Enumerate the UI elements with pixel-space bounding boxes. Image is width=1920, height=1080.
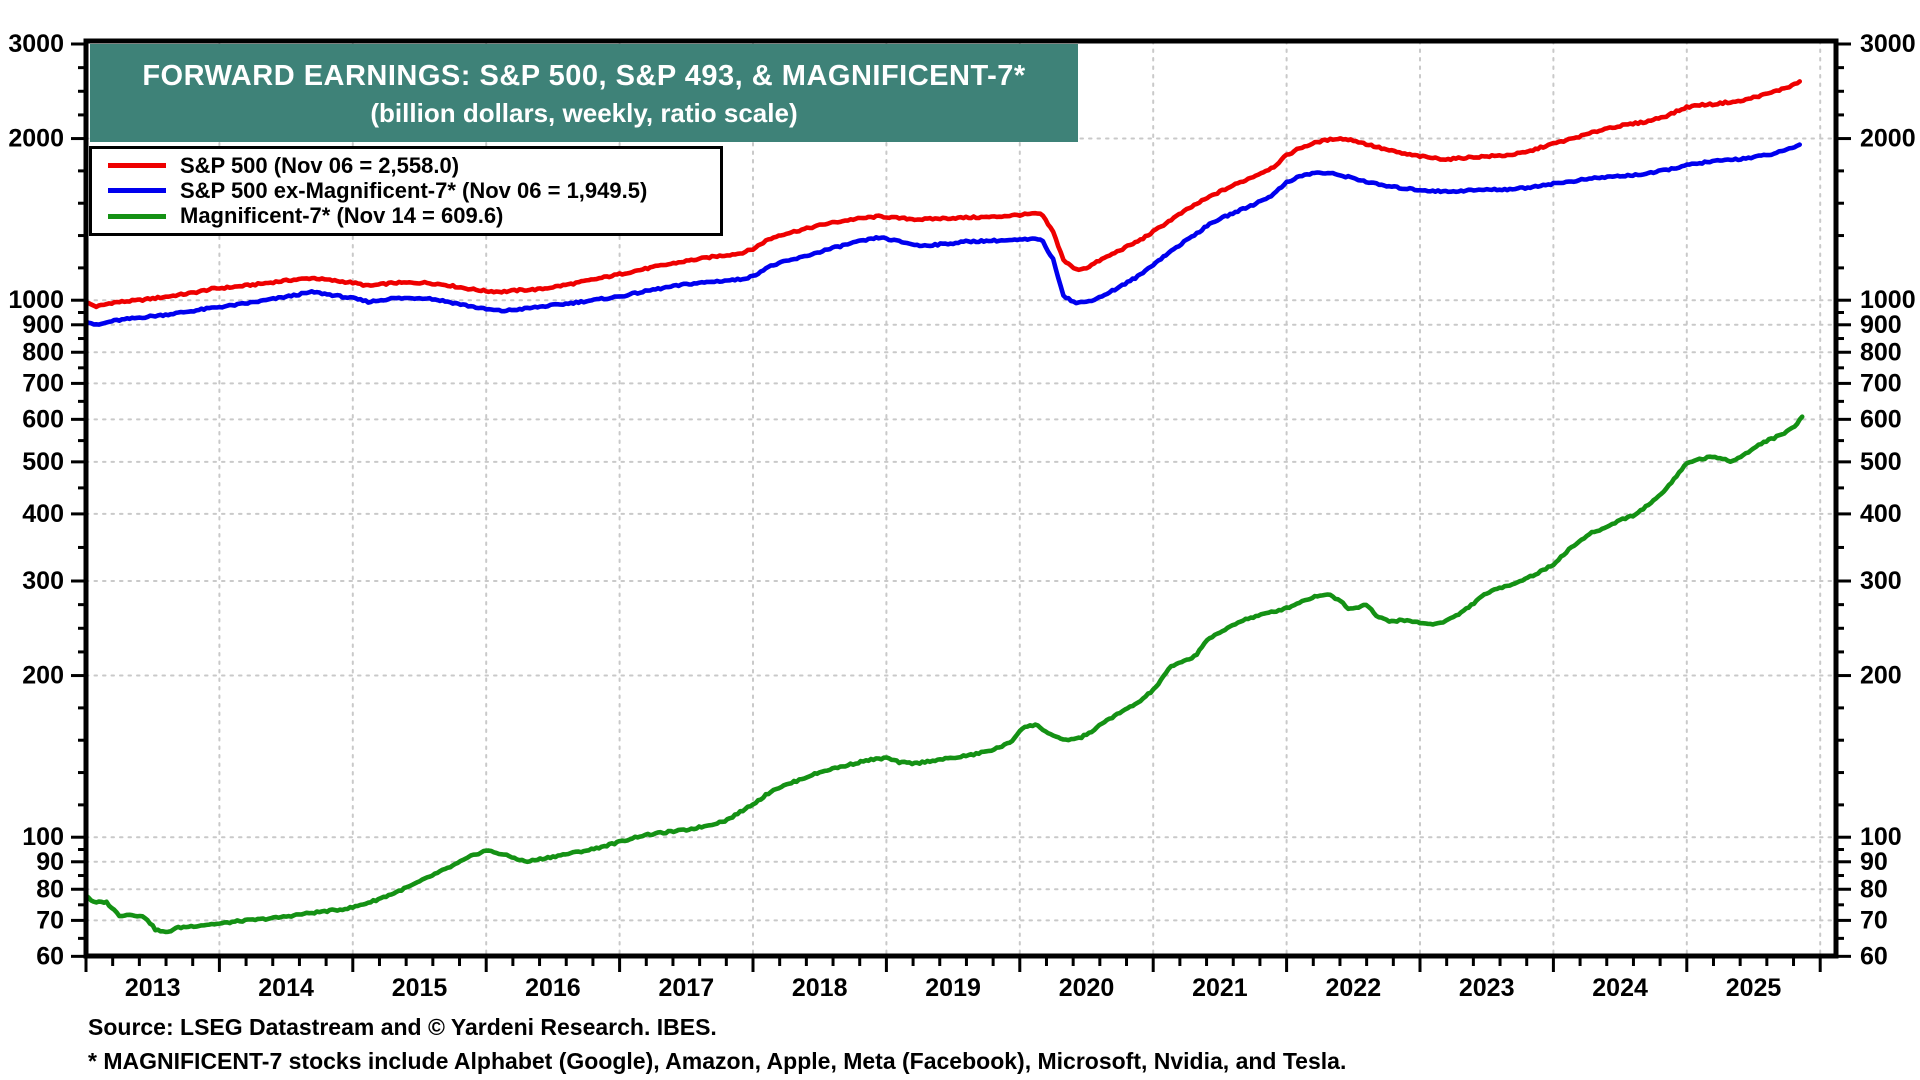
series-line-s-p-500 — [83, 79, 1802, 310]
legend-item-sp500-ex-mag7: S&P 500 ex-Magnificent-7* (Nov 06 = 1,94… — [108, 177, 720, 203]
sp500-ex-mag7-line-swatch — [108, 188, 166, 194]
y-tick-label-right: 1000 — [1860, 286, 1916, 314]
y-tick-label-left: 600 — [22, 405, 64, 433]
legend: S&P 500 (Nov 06 = 2,558.0) S&P 500 ex-Ma… — [89, 146, 723, 236]
legend-label-sp500-ex-mag7: S&P 500 ex-Magnificent-7* (Nov 06 = 1,94… — [180, 177, 648, 203]
series-line-s-p-500-ex-magnificent-7 — [83, 142, 1802, 327]
chart-title-banner: FORWARD EARNINGS: S&P 500, S&P 493, & MA… — [90, 44, 1078, 142]
y-tick-label-right: 60 — [1860, 942, 1888, 970]
y-tick-label-right: 400 — [1860, 500, 1902, 528]
y-tick-label-right: 700 — [1860, 369, 1902, 397]
y-tick-label-left: 60 — [36, 942, 64, 970]
y-tick-label-right: 600 — [1860, 405, 1902, 433]
y-tick-label-right: 300 — [1860, 567, 1902, 595]
y-tick-label-left: 80 — [36, 875, 64, 903]
y-tick-label-right: 200 — [1860, 662, 1902, 690]
x-year-label: 2017 — [658, 974, 714, 1002]
y-tick-label-left: 300 — [22, 567, 64, 595]
y-tick-label-right: 500 — [1860, 448, 1902, 476]
legend-label-sp500: S&P 500 (Nov 06 = 2,558.0) — [180, 152, 460, 178]
legend-item-mag7: Magnificent-7* (Nov 14 = 609.6) — [108, 203, 720, 229]
y-tick-label-right: 80 — [1860, 875, 1888, 903]
y-tick-label-right: 90 — [1860, 848, 1888, 876]
x-year-label: 2014 — [258, 974, 314, 1002]
y-tick-label-left: 500 — [22, 448, 64, 476]
y-tick-label-left: 100 — [22, 823, 64, 851]
y-tick-label-right: 100 — [1860, 823, 1902, 851]
magnificent7-footnote: * MAGNIFICENT-7 stocks include Alphabet … — [88, 1048, 1347, 1074]
series-line-magnificent-7 — [83, 414, 1805, 935]
legend-label-mag7: Magnificent-7* (Nov 14 = 609.6) — [180, 203, 504, 229]
y-tick-label-right: 3000 — [1860, 30, 1916, 58]
source-credit: Source: LSEG Datastream and © Yardeni Re… — [88, 1014, 717, 1040]
x-year-label: 2016 — [525, 974, 581, 1002]
mag7-line-swatch — [108, 213, 166, 219]
plot-border — [83, 38, 1839, 959]
chart-subtitle: (billion dollars, weekly, ratio scale) — [370, 98, 798, 129]
y-tick-label-left: 1000 — [8, 286, 64, 314]
y-tick-label-left: 700 — [22, 369, 64, 397]
y-tick-label-right: 2000 — [1860, 125, 1916, 153]
x-year-label: 2021 — [1192, 974, 1248, 1002]
y-tick-label-left: 90 — [36, 848, 64, 876]
y-tick-label-right: 800 — [1860, 338, 1902, 366]
x-year-label: 2023 — [1459, 974, 1515, 1002]
x-year-label: 2018 — [792, 974, 848, 1002]
x-year-label: 2015 — [392, 974, 448, 1002]
x-year-label: 2024 — [1592, 974, 1648, 1002]
y-tick-label-right: 900 — [1860, 311, 1902, 339]
x-year-label: 2025 — [1726, 974, 1782, 1002]
x-year-label: 2022 — [1325, 974, 1381, 1002]
y-tick-label-left: 70 — [36, 906, 64, 934]
y-tick-label-left: 400 — [22, 500, 64, 528]
sp500-line-swatch — [108, 163, 166, 169]
y-tick-label-left: 800 — [22, 338, 64, 366]
y-tick-label-left: 200 — [22, 662, 64, 690]
y-tick-label-left: 900 — [22, 311, 64, 339]
x-year-label: 2020 — [1059, 974, 1115, 1002]
chart-title: FORWARD EARNINGS: S&P 500, S&P 493, & MA… — [142, 60, 1026, 93]
y-tick-label-left: 3000 — [8, 30, 64, 58]
x-year-label: 2019 — [925, 974, 981, 1002]
y-tick-label-right: 70 — [1860, 906, 1888, 934]
x-year-label: 2013 — [125, 974, 181, 1002]
legend-item-sp500: S&P 500 (Nov 06 = 2,558.0) — [108, 152, 720, 178]
y-tick-label-left: 2000 — [8, 125, 64, 153]
